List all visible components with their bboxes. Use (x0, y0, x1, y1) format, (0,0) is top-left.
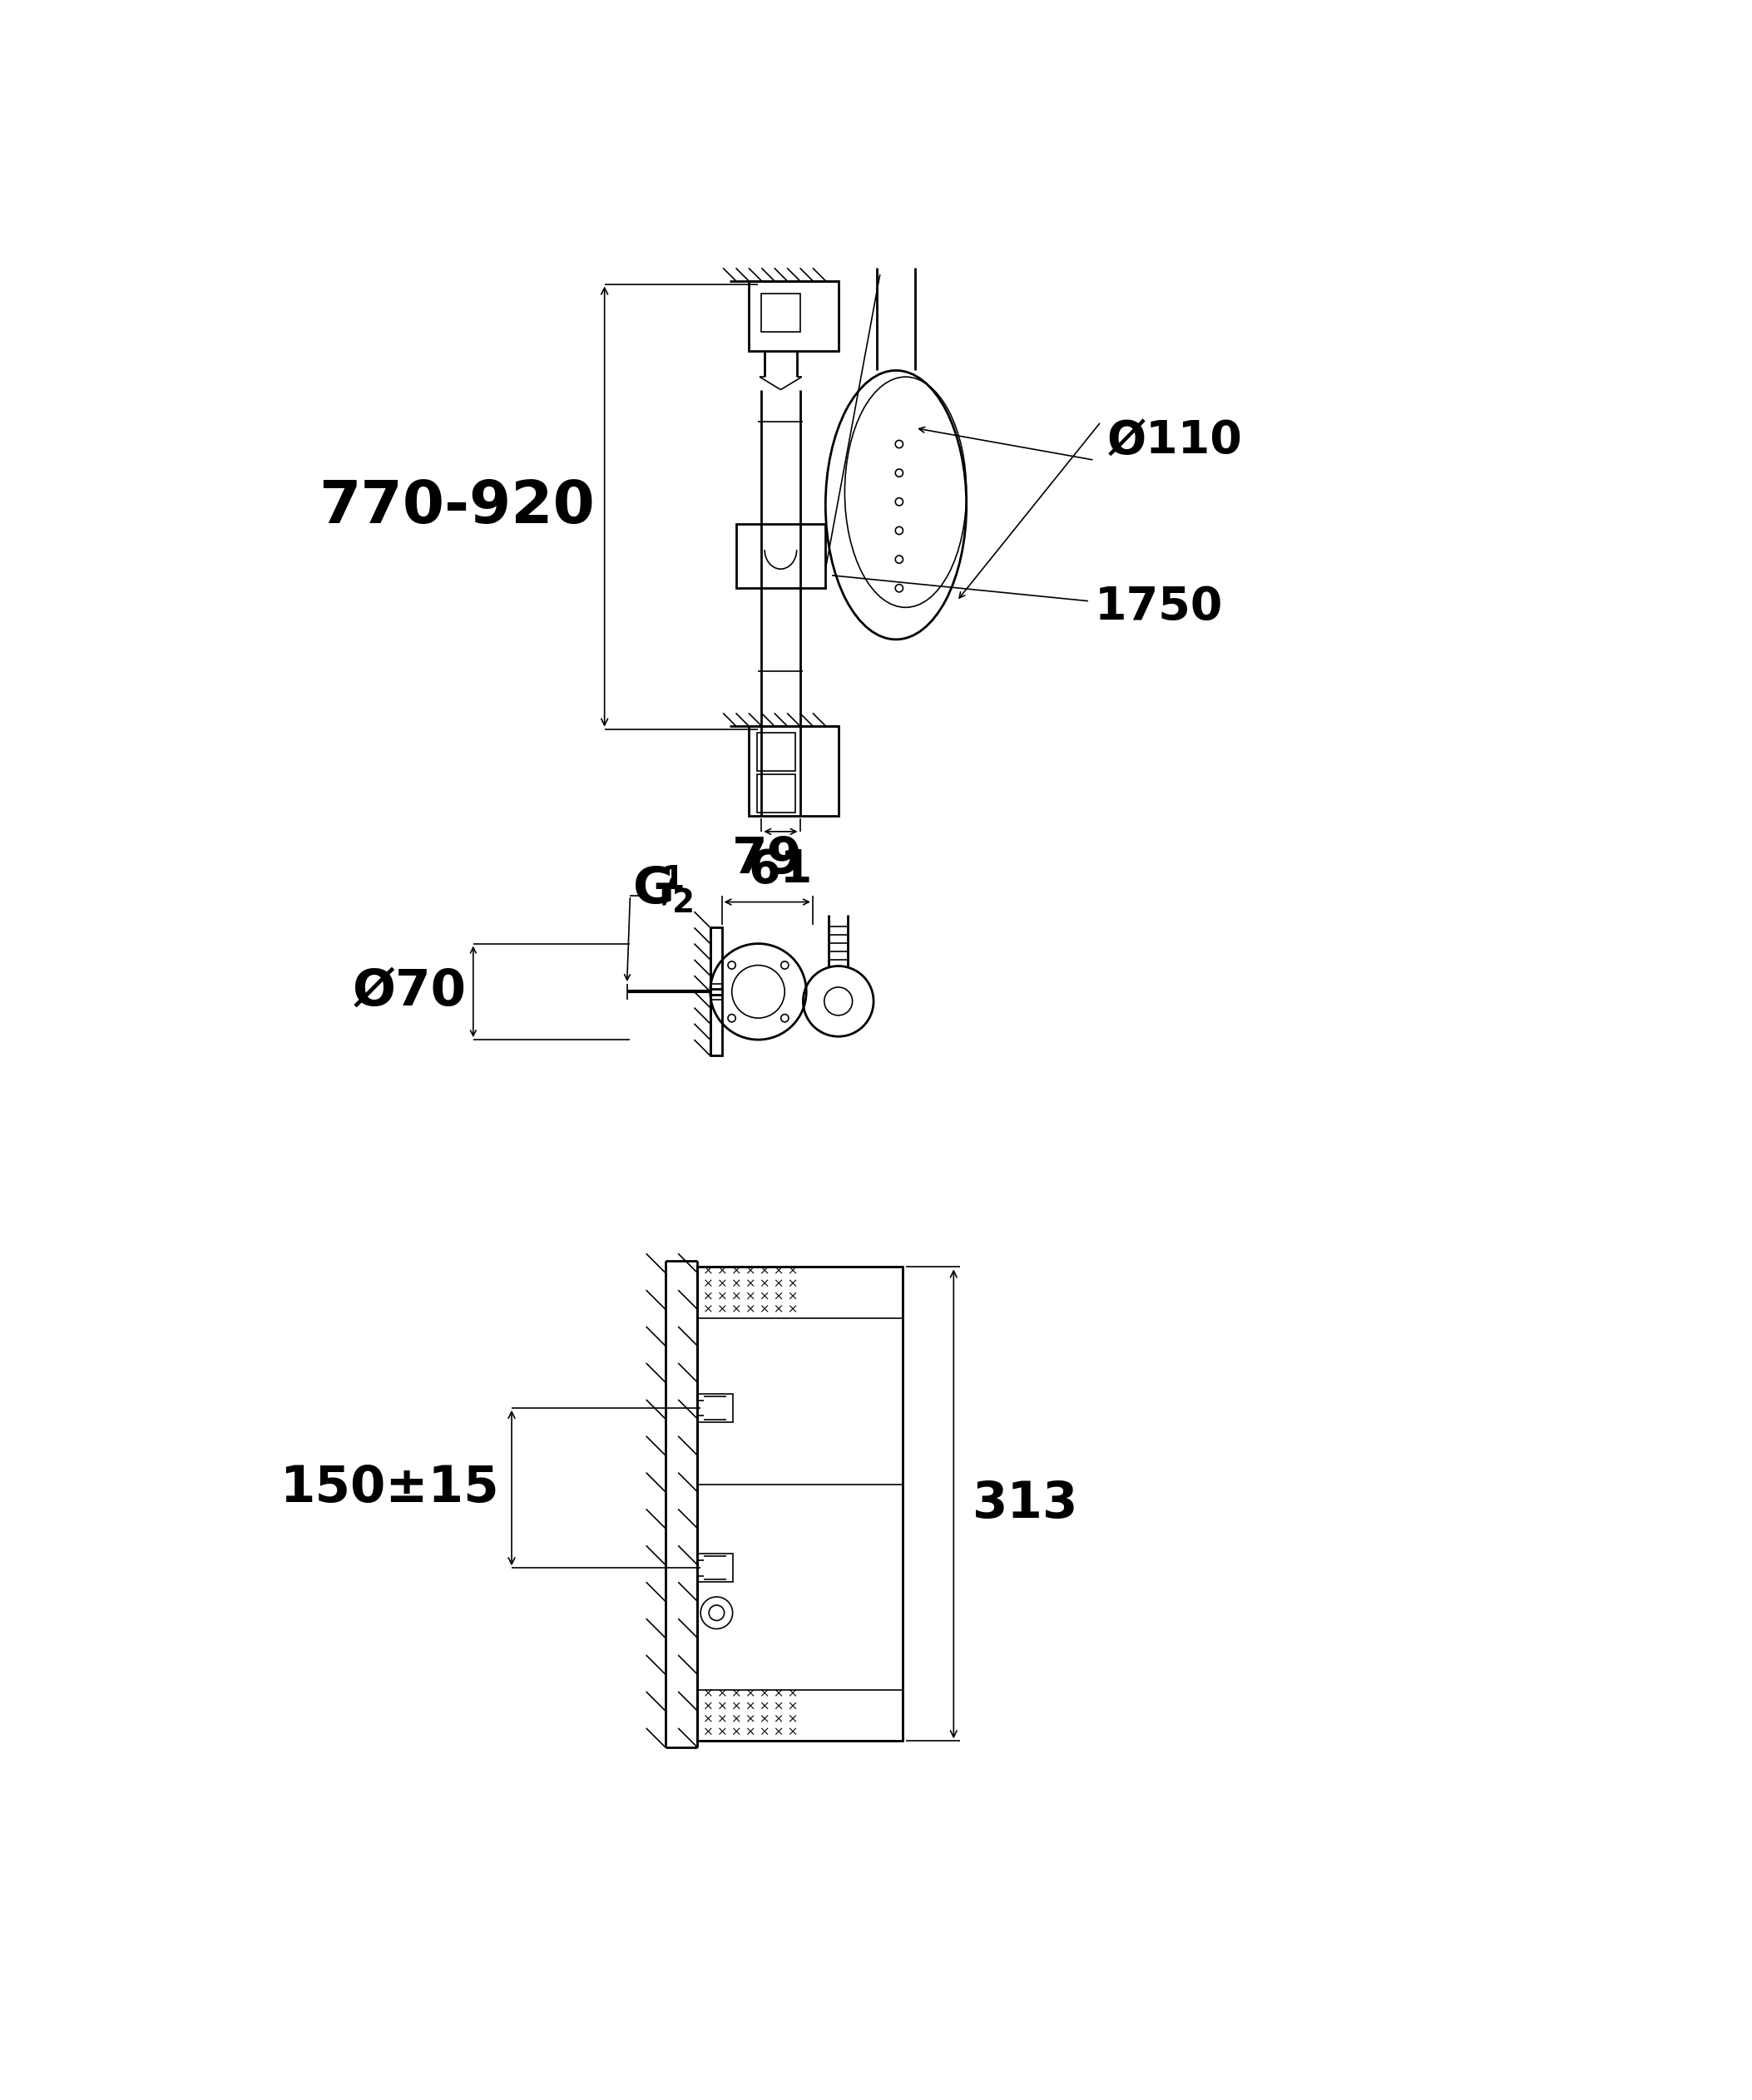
Bar (697, 1690, 902, 1741)
Text: 1750: 1750 (1095, 586, 1223, 630)
Bar (697, 1266, 902, 1319)
Text: 2: 2 (671, 888, 694, 920)
Text: Ø70: Ø70 (352, 968, 466, 1016)
Text: 61: 61 (748, 848, 813, 892)
Text: 1: 1 (662, 863, 685, 895)
Bar (736, 525, 825, 588)
Bar (748, 281, 837, 351)
Bar (757, 733, 795, 771)
Text: 79: 79 (732, 836, 802, 884)
Bar (748, 727, 837, 815)
Text: 150±15: 150±15 (280, 1464, 499, 1512)
Bar (697, 1266, 902, 1741)
Text: Ø110: Ø110 (1107, 418, 1242, 464)
Text: /: / (662, 876, 675, 907)
Bar (762, 294, 801, 332)
Text: 313: 313 (972, 1478, 1079, 1529)
Bar (697, 1394, 732, 1422)
Bar (757, 775, 795, 813)
Text: 770-920: 770-920 (319, 479, 596, 536)
Bar (697, 1554, 732, 1581)
Bar (710, 928, 722, 1056)
Text: G: G (632, 865, 675, 914)
